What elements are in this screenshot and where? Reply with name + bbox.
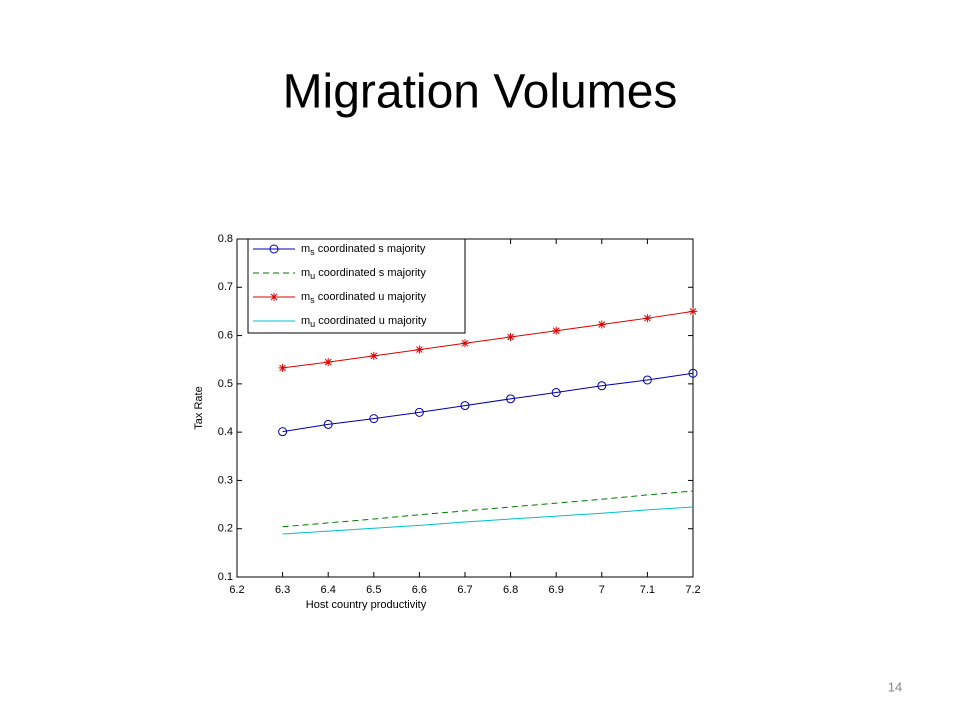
x-tick-label: 6.5: [366, 584, 381, 596]
y-tick-label: 0.1: [218, 571, 233, 583]
point-marker: [415, 345, 424, 354]
y-tick-label: 0.6: [218, 329, 233, 341]
y-tick-label: 0.4: [218, 426, 233, 438]
point-marker: [642, 375, 652, 385]
legend-label: ms coordinated s majority: [301, 243, 426, 257]
point-marker: [323, 419, 333, 429]
point-marker: [597, 381, 607, 391]
point-marker: [278, 363, 287, 372]
x-tick-label: 6.2: [229, 584, 244, 596]
x-tick-label: 6.9: [549, 584, 564, 596]
point-marker: [643, 314, 652, 323]
y-axis-label: Tax Rate: [193, 386, 205, 429]
page-number: 14: [888, 679, 902, 694]
point-marker: [551, 388, 561, 398]
point-marker: [414, 407, 424, 417]
legend-label: ms coordinated u majority: [301, 291, 426, 305]
point-marker: [461, 339, 469, 348]
slide-title: Migration Volumes: [283, 66, 678, 119]
y-tick-label: 0.2: [218, 523, 233, 535]
x-tick-label: 7: [599, 584, 605, 596]
x-tick-label: 6.4: [321, 584, 336, 596]
point-marker: [369, 414, 379, 424]
series-line: [282, 506, 694, 535]
legend-marker: [269, 244, 279, 254]
y-tick-label: 0.8: [218, 233, 233, 245]
point-marker: [688, 368, 698, 378]
legend-box: [247, 238, 466, 334]
x-tick-label: 6.6: [412, 584, 427, 596]
series-line: [282, 490, 694, 528]
point-marker: [369, 351, 378, 360]
legend-marker: [270, 293, 278, 301]
legend-label: mu coordinated s majority: [301, 267, 426, 281]
point-marker: [324, 358, 333, 367]
y-tick-label: 0.7: [218, 281, 233, 293]
point-marker: [552, 326, 561, 335]
point-marker: [506, 333, 515, 342]
legend-label: mu coordinated u majority: [301, 315, 427, 329]
point-marker: [460, 401, 470, 411]
series-line: [282, 372, 694, 433]
point-marker: [506, 394, 516, 404]
x-tick-label: 7.1: [640, 584, 655, 596]
x-axis-label: Host country productivity: [306, 599, 427, 611]
x-tick-label: 6.3: [275, 584, 290, 596]
y-tick-label: 0.3: [218, 474, 233, 486]
y-tick-label: 0.5: [218, 378, 233, 390]
x-tick-label: 7.2: [685, 584, 700, 596]
point-marker: [689, 307, 697, 316]
x-tick-label: 6.7: [457, 584, 472, 596]
point-marker: [278, 427, 288, 437]
x-tick-label: 6.8: [503, 584, 518, 596]
series-line: [282, 310, 694, 369]
point-marker: [597, 320, 606, 329]
